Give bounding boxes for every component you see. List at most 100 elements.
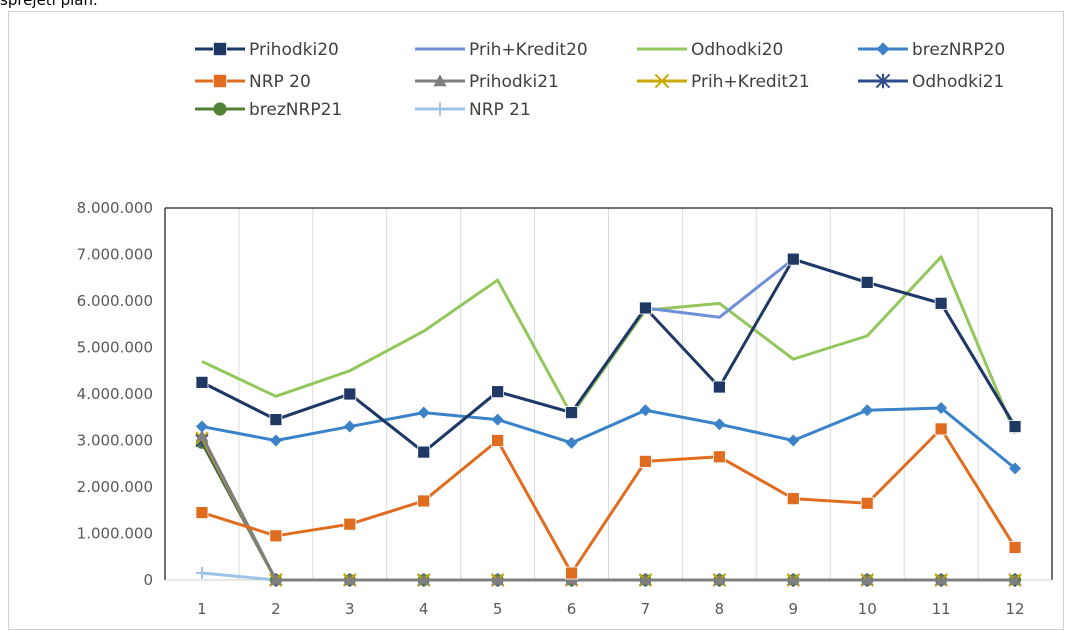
x-tick-label: 10 bbox=[858, 600, 877, 618]
data-point bbox=[491, 434, 505, 447]
legend-label: brezNRP21 bbox=[249, 100, 342, 120]
legend-item: brezNRP20 bbox=[858, 40, 1005, 60]
data-point bbox=[787, 574, 800, 585]
data-point bbox=[343, 387, 357, 401]
data-point bbox=[639, 404, 652, 417]
data-point bbox=[195, 429, 208, 441]
series-breznrp20 bbox=[195, 401, 1022, 475]
legend-item: Prih+Kredit20 bbox=[415, 40, 588, 60]
x-tick-label: 9 bbox=[789, 600, 799, 618]
data-point bbox=[1009, 574, 1022, 585]
legend-item: Odhodki21 bbox=[858, 72, 1004, 92]
series-line bbox=[201, 257, 1017, 454]
data-point bbox=[269, 574, 282, 585]
x-tick-label: 5 bbox=[493, 600, 503, 618]
data-point bbox=[639, 455, 652, 468]
data-point bbox=[861, 574, 874, 585]
legend-item: NRP 20 bbox=[195, 72, 311, 92]
series-lines bbox=[195, 252, 1022, 587]
data-point bbox=[639, 301, 652, 315]
data-point bbox=[491, 574, 504, 585]
y-tick-label: 5.000.000 bbox=[77, 339, 153, 357]
data-point bbox=[212, 41, 227, 56]
y-axis-tick-labels: 0 1.000.000 2.000.000 3.000.000 4.000.000 5.0… bbox=[77, 199, 153, 589]
chart-frame: 0 1.000.000 2.000.000 3.000.000 4.000.000 5.0… bbox=[8, 11, 1064, 630]
legend-label: Odhodki21 bbox=[912, 72, 1004, 92]
data-point bbox=[1008, 541, 1022, 554]
data-point bbox=[713, 418, 726, 431]
data-point bbox=[195, 420, 208, 433]
line-chart: 0 1.000.000 2.000.000 3.000.000 4.000.000 5.0… bbox=[77, 40, 1053, 618]
series-line bbox=[201, 427, 1017, 575]
data-point bbox=[712, 380, 726, 394]
y-tick-label: 4.000.000 bbox=[77, 385, 153, 403]
data-point bbox=[433, 102, 447, 116]
legend-label: Odhodki20 bbox=[691, 40, 783, 60]
y-tick-label: 7.000.000 bbox=[77, 246, 153, 264]
data-point bbox=[876, 42, 890, 56]
data-point bbox=[269, 434, 282, 447]
legend-item: brezNRP21 bbox=[195, 100, 342, 120]
x-tick-label: 7 bbox=[641, 600, 651, 618]
data-point bbox=[417, 406, 430, 419]
caption-text: sprejeti plan. bbox=[0, 0, 98, 9]
data-point bbox=[343, 574, 356, 585]
data-point bbox=[934, 422, 948, 436]
legend-label: Prihodki21 bbox=[469, 72, 559, 92]
legend-item: NRP 21 bbox=[415, 100, 531, 120]
series-line bbox=[201, 406, 1016, 470]
data-point bbox=[713, 574, 726, 585]
data-point bbox=[565, 436, 578, 449]
grid-lines bbox=[238, 208, 979, 580]
data-point bbox=[491, 385, 505, 399]
legend-item: Prihodki21 bbox=[415, 72, 559, 92]
y-tick-label: 1.000.000 bbox=[77, 525, 153, 543]
data-point bbox=[343, 420, 356, 433]
legend-label: Prihodki20 bbox=[249, 40, 339, 60]
legend-label: Prih+Kredit20 bbox=[469, 40, 588, 60]
x-tick-label: 11 bbox=[932, 600, 951, 618]
legend-label: Prih+Kredit21 bbox=[691, 72, 810, 92]
data-point bbox=[1009, 462, 1022, 475]
legend-label: NRP 20 bbox=[249, 72, 311, 92]
y-tick-label: 2.000.000 bbox=[77, 478, 153, 496]
legend-item: Odhodki20 bbox=[637, 40, 783, 60]
data-point bbox=[212, 74, 227, 89]
legend-label: NRP 21 bbox=[469, 100, 531, 120]
data-point bbox=[786, 252, 800, 266]
data-point bbox=[269, 529, 283, 543]
data-point bbox=[934, 296, 948, 310]
data-point bbox=[195, 375, 209, 389]
data-point bbox=[654, 73, 670, 89]
x-tick-label: 12 bbox=[1005, 600, 1024, 618]
data-point bbox=[417, 494, 431, 508]
data-point bbox=[343, 517, 357, 531]
data-point bbox=[786, 492, 800, 506]
data-point bbox=[712, 450, 726, 464]
data-point bbox=[1008, 420, 1022, 433]
data-point bbox=[860, 496, 874, 510]
data-point bbox=[935, 401, 948, 414]
data-point bbox=[861, 404, 874, 417]
x-tick-label: 1 bbox=[197, 600, 207, 618]
data-point bbox=[195, 567, 208, 580]
x-tick-label: 4 bbox=[419, 600, 429, 618]
x-tick-label: 3 bbox=[345, 600, 355, 618]
y-tick-label: 0 bbox=[143, 571, 153, 589]
x-tick-label: 6 bbox=[567, 600, 577, 618]
y-tick-label: 8.000.000 bbox=[77, 199, 153, 217]
legend-item: Prihodki20 bbox=[195, 40, 339, 60]
x-axis-tick-labels: 1 2 3 4 5 6 7 8 9 10 11 12 bbox=[197, 600, 1024, 618]
y-tick-label: 3.000.000 bbox=[77, 432, 153, 450]
data-point bbox=[417, 445, 431, 459]
legend: Prihodki20 Prih+Kredit20 Odhodki20 brezNRP2… bbox=[195, 40, 1005, 120]
legend-item: Prih+Kredit21 bbox=[637, 72, 810, 92]
data-point bbox=[417, 574, 430, 585]
x-tick-label: 2 bbox=[271, 600, 281, 618]
data-point bbox=[935, 574, 948, 585]
series-prihodki20 bbox=[195, 252, 1022, 459]
data-point bbox=[639, 574, 652, 585]
series-nrp-20 bbox=[195, 422, 1022, 580]
data-point bbox=[213, 102, 227, 116]
data-point bbox=[875, 73, 891, 89]
